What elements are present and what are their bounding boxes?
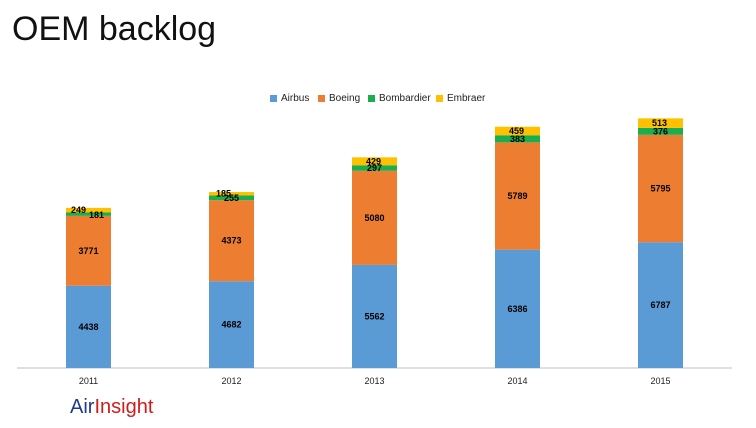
data-label-boeing-2013: 5080 [364,213,384,223]
data-label-airbus-2012: 4682 [221,320,241,330]
legend-swatch-airbus [270,95,277,102]
airinsight-logo: AirInsight [70,396,153,419]
data-label-boeing-2015: 5795 [650,184,670,194]
bar-bombardier-2013 [352,165,397,171]
x-tick-label-2015: 2015 [650,376,670,386]
legend-item-bombardier: Bombardier [368,93,431,104]
data-label-airbus-2015: 6787 [650,300,670,310]
bar-boeing-2015 [638,134,683,243]
data-label-embraer-2015: 513 [652,118,667,128]
data-label-bombardier-2013: 297 [367,163,382,173]
data-label-embraer-2013: 429 [366,156,381,166]
chart-legend: Airbus Boeing Bombardier Embraer [0,93,756,109]
data-label-bombardier-2015: 376 [653,126,668,136]
data-label-bombardier-2011: 181 [89,210,104,220]
bar-boeing-2011 [66,215,111,286]
legend-swatch-embraer [436,95,443,102]
x-tick-label-2014: 2014 [507,376,527,386]
data-label-airbus-2014: 6386 [507,304,527,314]
bar-embraer-2013 [352,157,397,166]
bar-bombardier-2014 [495,135,540,143]
bar-bombardier-2012 [209,195,254,201]
data-label-airbus-2013: 5562 [364,311,384,321]
bar-embraer-2014 [495,126,540,136]
bar-airbus-2012 [209,281,254,368]
data-label-embraer-2011: 249 [71,205,86,215]
bar-embraer-2011 [66,207,111,213]
page-title: OEM backlog [12,10,217,48]
bar-airbus-2015 [638,242,683,368]
brand-part-1: Air [70,396,95,418]
data-label-boeing-2011: 3771 [78,246,98,256]
bar-boeing-2014 [495,142,540,250]
legend-item-embraer: Embraer [436,93,485,104]
brand-part-2: Insight [94,396,154,418]
bar-airbus-2013 [352,264,397,368]
data-label-bombardier-2014: 383 [510,134,525,144]
data-label-airbus-2011: 4438 [78,322,98,332]
x-tick-label-2012: 2012 [221,376,241,386]
data-label-boeing-2014: 5789 [507,191,527,201]
data-label-bombardier-2012: 255 [224,193,239,203]
x-tick-label-2011: 2011 [79,376,98,386]
bar-boeing-2013 [352,170,397,265]
legend-label-boeing: Boeing [329,93,361,104]
data-label-boeing-2012: 4373 [221,236,241,246]
x-tick-label-2013: 2013 [364,376,384,386]
legend-swatch-bombardier [368,95,375,102]
bar-embraer-2015 [638,118,683,128]
legend-label-airbus: Airbus [281,93,310,104]
legend-swatch-boeing [318,95,325,102]
bar-embraer-2012 [209,192,254,196]
legend-item-airbus: Airbus [270,93,309,104]
bar-boeing-2012 [209,200,254,282]
bar-airbus-2014 [495,249,540,368]
data-label-embraer-2014: 459 [509,126,524,136]
legend-item-boeing: Boeing [318,93,360,104]
bar-airbus-2011 [66,285,111,368]
legend-label-bombardier: Bombardier [379,93,431,104]
bar-bombardier-2015 [638,127,683,135]
bar-bombardier-2011 [66,212,111,216]
data-label-embraer-2012: 185 [216,189,231,199]
legend-label-embraer: Embraer [447,93,486,104]
